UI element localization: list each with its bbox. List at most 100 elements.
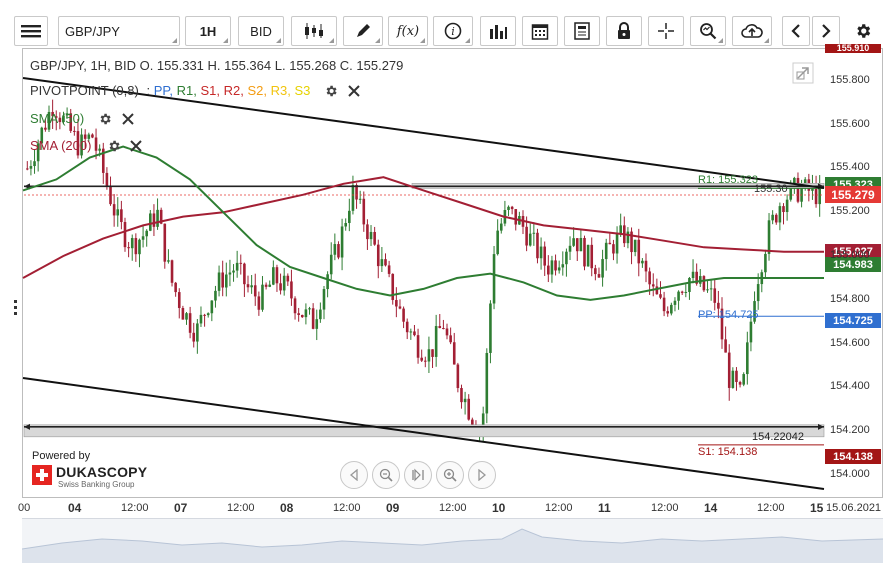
triangle-right-icon	[478, 469, 487, 481]
candle	[489, 300, 492, 364]
candle	[597, 267, 601, 278]
candle-body	[300, 314, 304, 318]
reset-view-button[interactable]	[404, 461, 432, 489]
candle-body	[485, 352, 489, 414]
candle-body	[188, 313, 192, 333]
lock-button[interactable]	[606, 16, 642, 46]
candle	[261, 276, 264, 312]
candle	[217, 265, 221, 297]
chart-area[interactable]	[22, 48, 883, 498]
sma50-settings-icon[interactable]	[98, 112, 112, 126]
candle-body	[210, 300, 214, 314]
triangle-left-icon	[349, 469, 358, 481]
candle	[300, 314, 304, 318]
candle	[579, 229, 583, 252]
candle-body	[481, 413, 485, 430]
candle	[684, 284, 688, 298]
candle-body	[496, 230, 499, 255]
calendar-button[interactable]	[522, 16, 558, 46]
drawing-tools-button[interactable]	[343, 16, 383, 46]
pivot-name: PIVOTPOINT (0,8)	[30, 83, 139, 98]
candle-body	[112, 204, 116, 216]
price-type-select[interactable]: BID	[238, 16, 284, 46]
candle	[395, 287, 398, 318]
expand-icon[interactable]	[792, 62, 814, 84]
chart-type-button[interactable]	[291, 16, 337, 46]
candle	[814, 175, 818, 208]
sma50-line	[22, 145, 824, 301]
candle-body	[463, 398, 467, 403]
indicators-button[interactable]: f(x)	[388, 16, 428, 46]
candle	[120, 200, 123, 230]
candle	[329, 242, 333, 280]
lock-icon	[618, 22, 630, 39]
zoom-in-button[interactable]	[436, 461, 464, 489]
candle-body	[402, 308, 405, 322]
sma200-remove-icon[interactable]	[130, 140, 142, 152]
candle	[445, 323, 449, 340]
nav-forward-button[interactable]	[468, 461, 496, 489]
volume-button[interactable]	[480, 16, 516, 46]
chart-navigator[interactable]	[21, 518, 884, 563]
candle-body	[228, 272, 232, 275]
candle	[58, 112, 62, 130]
settings-button[interactable]	[848, 16, 878, 46]
candle	[91, 133, 94, 139]
candle	[355, 183, 358, 209]
candle	[467, 394, 471, 421]
candle	[109, 176, 112, 206]
candle-body	[387, 265, 391, 274]
scroll-left-button[interactable]	[782, 16, 810, 46]
x-tick-label: 12:00	[227, 502, 255, 514]
timeframe-select[interactable]: 1H	[185, 16, 231, 46]
info-button[interactable]: i	[433, 16, 473, 46]
candle	[101, 142, 105, 184]
candle-body	[731, 370, 735, 388]
crosshair-button[interactable]	[648, 16, 684, 46]
candle-body	[746, 342, 749, 375]
candle-body	[65, 113, 69, 116]
candle	[706, 280, 709, 293]
candle-body	[738, 382, 742, 385]
zoom-out-button[interactable]	[372, 461, 400, 489]
candle-body	[293, 298, 297, 314]
candle	[420, 349, 423, 362]
candle-body	[170, 260, 174, 283]
sma200-settings-icon[interactable]	[107, 139, 121, 153]
candle-body	[456, 364, 460, 389]
scroll-right-button[interactable]	[812, 16, 840, 46]
sma50-label: SMA (50)	[30, 111, 85, 126]
symbol-select[interactable]: GBP/JPY	[58, 16, 180, 46]
candle	[398, 299, 402, 310]
candle-body	[615, 233, 619, 254]
nav-back-button[interactable]	[340, 461, 368, 489]
sma50-remove-icon[interactable]	[122, 113, 134, 125]
candle-body	[630, 231, 633, 253]
candle	[427, 336, 431, 373]
reset-icon	[412, 468, 424, 482]
candle-body	[717, 302, 720, 309]
menu-button[interactable]	[14, 16, 48, 46]
candle	[47, 105, 51, 132]
candle	[782, 203, 785, 225]
candle	[174, 281, 177, 297]
candle-body	[315, 319, 319, 329]
pivot-remove-icon[interactable]	[348, 85, 360, 97]
candle	[210, 300, 214, 322]
candle-body	[282, 275, 286, 291]
pivot-settings-icon[interactable]	[324, 84, 338, 98]
news-button[interactable]	[564, 16, 600, 46]
upload-button[interactable]	[732, 16, 772, 46]
powered-by[interactable]: Powered by DUKASCOPY Swiss Banking Group	[24, 448, 154, 494]
candle-body	[206, 313, 210, 316]
price-tag-current: 155.279	[825, 186, 881, 203]
candle	[666, 306, 670, 317]
side-resize-handle[interactable]	[14, 300, 18, 318]
candle-body	[362, 198, 366, 225]
candle	[282, 267, 286, 296]
candle-body	[583, 237, 586, 267]
zoom-button[interactable]	[690, 16, 726, 46]
candle-body	[304, 309, 308, 318]
support-line-label: 154.22042	[752, 431, 804, 443]
